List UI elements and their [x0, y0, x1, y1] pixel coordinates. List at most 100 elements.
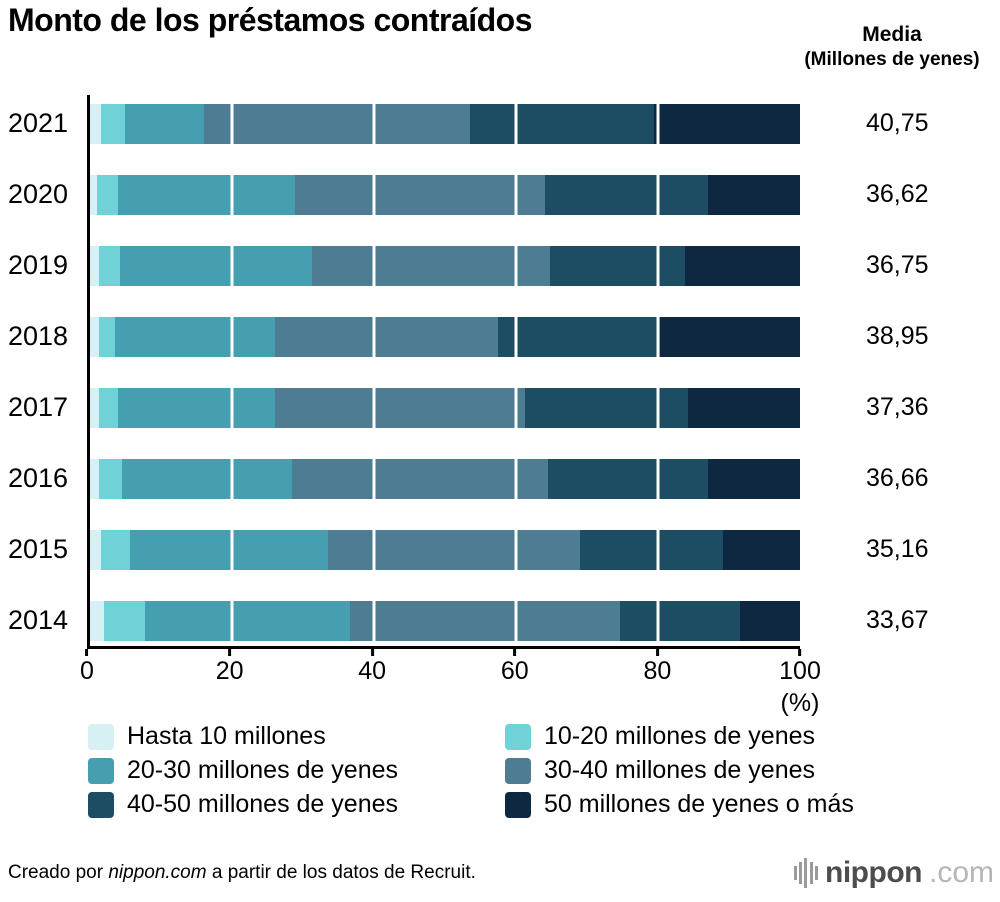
- gridline: [372, 316, 376, 357]
- bar-segment: [90, 529, 101, 570]
- x-tick: 0: [80, 649, 94, 686]
- bar-segment: [203, 103, 470, 144]
- bar-segment: [90, 600, 105, 641]
- bar-segment: [104, 600, 145, 641]
- bar-segment: [547, 458, 708, 499]
- bar-segment: [684, 245, 800, 286]
- legend-label: 40-50 millones de yenes: [127, 790, 398, 818]
- bar-track: [90, 387, 800, 428]
- x-tick-mark: [798, 649, 802, 656]
- mean-value: 33,67: [866, 606, 929, 634]
- bar-segment: [119, 245, 313, 286]
- bar-track: [90, 529, 800, 570]
- mean-header-line1: Media: [862, 23, 922, 46]
- gridline: [230, 245, 234, 286]
- nippon-logo: nippon .com: [794, 856, 994, 890]
- bar-segment: [121, 458, 293, 499]
- source-brand: nippon.com: [108, 862, 207, 883]
- bar-segment: [99, 458, 122, 499]
- x-tick-label: 100: [779, 657, 821, 685]
- x-tick-label: 0: [80, 657, 94, 685]
- legend-label: 50 millones de yenes o más: [544, 790, 854, 818]
- x-tick-mark: [370, 649, 374, 656]
- mean-header-line2: (Millones de yenes): [804, 49, 980, 71]
- bar-segment: [90, 174, 98, 215]
- chart-rows: 2021 40,75 2020 36,62 2019 36,75 2018 38,95 2017…: [8, 88, 929, 656]
- legend-swatch: [88, 757, 114, 784]
- mean-value: 38,95: [866, 322, 929, 350]
- mean-value: 40,75: [866, 109, 929, 137]
- bar-track: [90, 600, 800, 641]
- mean-value: 36,75: [866, 251, 929, 279]
- chart-row: 2014 33,67: [8, 585, 929, 656]
- gridline: [230, 387, 234, 428]
- legend-swatch: [88, 723, 114, 750]
- year-label: 2014: [8, 605, 69, 635]
- legend: Hasta 10 millones 10-20 millones de yenes…: [88, 722, 854, 819]
- x-tick-label: 40: [358, 657, 387, 685]
- chart-row: 2017 37,36: [8, 372, 929, 443]
- gridline: [514, 316, 518, 357]
- gridline: [656, 245, 660, 286]
- x-tick: 20: [216, 649, 244, 686]
- bar-segment: [90, 387, 99, 428]
- gridline: [230, 103, 234, 144]
- bar-segment: [295, 174, 546, 215]
- bar-segment: [90, 103, 101, 144]
- gridline: [514, 387, 518, 428]
- legend-item: 10-20 millones de yenes: [505, 722, 854, 751]
- x-axis-unit: (%): [780, 689, 820, 717]
- gridline: [372, 600, 376, 641]
- bar-segment: [327, 529, 580, 570]
- gridline: [514, 600, 518, 641]
- gridline: [656, 387, 660, 428]
- gridline: [372, 245, 376, 286]
- gridline: [514, 529, 518, 570]
- bar-segment: [707, 458, 800, 499]
- gridline: [656, 600, 660, 641]
- gridline: [230, 174, 234, 215]
- bar-segment: [312, 245, 551, 286]
- legend-label: 30-40 millones de yenes: [544, 756, 815, 784]
- bar-segment: [654, 103, 800, 144]
- bar-segment: [550, 245, 685, 286]
- chart-row: 2015 35,16: [8, 514, 929, 585]
- bar-segment: [469, 103, 655, 144]
- x-tick-label: 80: [643, 657, 672, 685]
- gridline: [372, 174, 376, 215]
- legend-label: 20-30 millones de yenes: [127, 756, 398, 784]
- source-prefix: Creado por: [8, 862, 109, 883]
- bar-segment: [274, 316, 499, 357]
- bar-segment: [100, 529, 130, 570]
- gridline: [514, 245, 518, 286]
- x-tick: 100: [779, 649, 821, 686]
- bar-segment: [90, 245, 99, 286]
- gridline: [656, 103, 660, 144]
- bar-segment: [117, 174, 296, 215]
- x-tick-label: 60: [500, 657, 529, 685]
- bar-segment: [98, 245, 120, 286]
- year-label: 2017: [8, 392, 69, 422]
- bar-segment: [90, 458, 100, 499]
- nippon-logo-icon: [794, 858, 819, 888]
- chart-row: 2018 38,95: [8, 301, 929, 372]
- chart-row: 2020 36,62: [8, 159, 929, 230]
- year-label: 2020: [8, 179, 69, 209]
- bar-segment: [129, 529, 328, 570]
- x-axis: (%) 0 20 40 60 80 100: [80, 646, 821, 719]
- year-label: 2019: [8, 250, 69, 280]
- bar-segment: [349, 600, 620, 641]
- source-note: Creado por nippon.com a partir de los da…: [8, 862, 476, 884]
- legend-item: 20-30 millones de yenes: [88, 756, 505, 785]
- gridline: [372, 387, 376, 428]
- x-tick-mark: [85, 649, 89, 656]
- bar-segment: [100, 103, 126, 144]
- logo-nippon-text: nippon: [825, 856, 922, 889]
- legend-swatch: [88, 791, 114, 818]
- x-tick-mark: [513, 649, 517, 656]
- chart-title: Monto de los préstamos contraídos: [8, 2, 533, 38]
- year-label: 2016: [8, 463, 69, 493]
- bar-track: [90, 174, 800, 215]
- bar-segment: [660, 316, 800, 357]
